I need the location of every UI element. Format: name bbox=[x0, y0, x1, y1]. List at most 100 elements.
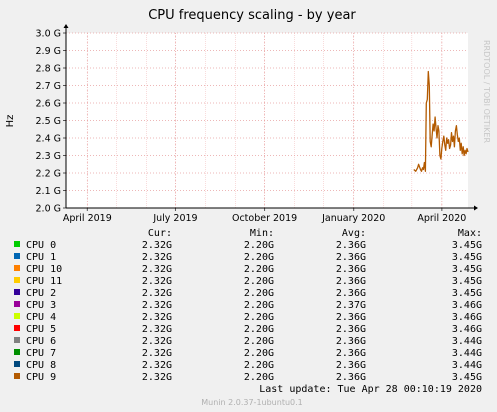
y-tick-label: 2.8 G bbox=[36, 64, 62, 75]
legend-value-cur: 2.32G bbox=[142, 288, 172, 299]
x-tick-label: July 2019 bbox=[152, 213, 197, 224]
legend-column-header: Max: bbox=[458, 228, 482, 239]
legend-value-avg: 2.36G bbox=[336, 372, 366, 383]
y-tick-label: 2.1 G bbox=[36, 186, 62, 197]
legend-value-avg: 2.36G bbox=[336, 312, 366, 323]
y-tick-label: 2.4 G bbox=[36, 134, 62, 145]
legend-swatch bbox=[14, 349, 20, 355]
legend-value-min: 2.20G bbox=[244, 240, 274, 251]
legend-value-avg: 2.36G bbox=[336, 336, 366, 347]
plot-area: 2.0 G 2.1 G 2.2 G 2.3 G 2.4 G 2.5 G 2.6 G 2.7 G… bbox=[36, 24, 478, 224]
series-line bbox=[413, 70, 469, 172]
legend: Cur: Min: Avg: Max: CPU 0 2.32G 2.20G 2.36G 3.4… bbox=[14, 228, 482, 383]
legend-value-max: 3.46G bbox=[452, 312, 482, 323]
legend-series-name: CPU 4 bbox=[26, 312, 56, 323]
x-tick-label: January 2020 bbox=[321, 213, 385, 224]
legend-value-cur: 2.32G bbox=[142, 360, 172, 371]
legend-value-max: 3.46G bbox=[452, 300, 482, 311]
legend-swatch bbox=[14, 313, 20, 319]
legend-value-avg: 2.36G bbox=[336, 324, 366, 335]
legend-value-avg: 2.36G bbox=[336, 252, 366, 263]
legend-swatch bbox=[14, 265, 20, 271]
legend-series-name: CPU 2 bbox=[26, 288, 56, 299]
legend-swatch bbox=[14, 277, 20, 283]
legend-value-min: 2.20G bbox=[244, 348, 274, 359]
legend-value-avg: 2.36G bbox=[336, 288, 366, 299]
y-tick-label: 2.3 G bbox=[36, 151, 62, 162]
legend-series-name: CPU 10 bbox=[26, 264, 62, 275]
legend-swatch bbox=[14, 289, 20, 295]
chart-title: CPU frequency scaling - by year bbox=[148, 8, 356, 23]
legend-header: Cur: Min: Avg: Max: bbox=[148, 228, 482, 239]
x-tick-label: April 2019 bbox=[63, 213, 112, 224]
y-tick-label: 2.2 G bbox=[36, 169, 62, 180]
legend-value-min: 2.20G bbox=[244, 372, 274, 383]
legend-value-min: 2.20G bbox=[244, 252, 274, 263]
legend-value-cur: 2.32G bbox=[142, 276, 172, 287]
legend-value-max: 3.44G bbox=[452, 348, 482, 359]
legend-value-cur: 2.32G bbox=[142, 336, 172, 347]
y-tick-label: 2.0 G bbox=[36, 204, 62, 215]
legend-series-name: CPU 0 bbox=[26, 240, 56, 251]
legend-value-cur: 2.32G bbox=[142, 372, 172, 383]
legend-series-name: CPU 5 bbox=[26, 324, 56, 335]
munin-version-text: Munin 2.0.37-1ubuntu0.1 bbox=[201, 398, 303, 407]
legend-swatch bbox=[14, 325, 20, 331]
y-axis-arrow bbox=[63, 24, 69, 28]
legend-value-max: 3.45G bbox=[452, 264, 482, 275]
legend-series-name: CPU 9 bbox=[26, 372, 56, 383]
y-tick-label: 2.6 G bbox=[36, 99, 62, 110]
legend-value-cur: 2.32G bbox=[142, 324, 172, 335]
legend-value-min: 2.20G bbox=[244, 360, 274, 371]
y-axis-label: Hz bbox=[5, 115, 16, 128]
legend-swatch bbox=[14, 241, 20, 247]
last-update-text: Last update: Tue Apr 28 00:10:19 2020 bbox=[259, 384, 482, 395]
legend-series-name: CPU 6 bbox=[26, 336, 56, 347]
legend-value-max: 3.45G bbox=[452, 252, 482, 263]
legend-column-header: Avg: bbox=[342, 228, 366, 239]
legend-value-min: 2.20G bbox=[244, 312, 274, 323]
y-tick-label: 2.7 G bbox=[36, 81, 62, 92]
legend-swatch bbox=[14, 373, 20, 379]
legend-value-max: 3.45G bbox=[452, 288, 482, 299]
legend-value-max: 3.45G bbox=[452, 276, 482, 287]
legend-value-cur: 2.32G bbox=[142, 252, 172, 263]
legend-swatch bbox=[14, 253, 20, 259]
legend-series-name: CPU 7 bbox=[26, 348, 56, 359]
legend-value-cur: 2.32G bbox=[142, 264, 172, 275]
legend-series-name: CPU 1 bbox=[26, 252, 56, 263]
legend-swatch bbox=[14, 301, 20, 307]
y-tick-label: 2.5 G bbox=[36, 116, 62, 127]
legend-value-avg: 2.37G bbox=[336, 300, 366, 311]
legend-series-name: CPU 3 bbox=[26, 300, 56, 311]
legend-value-min: 2.20G bbox=[244, 324, 274, 335]
legend-value-max: 3.44G bbox=[452, 360, 482, 371]
legend-column-header: Cur: bbox=[148, 228, 172, 239]
legend-value-cur: 2.32G bbox=[142, 240, 172, 251]
legend-value-max: 3.44G bbox=[452, 336, 482, 347]
legend-value-avg: 2.36G bbox=[336, 360, 366, 371]
legend-column-header: Min: bbox=[250, 228, 274, 239]
legend-value-avg: 2.36G bbox=[336, 276, 366, 287]
y-tick-label: 3.0 G bbox=[36, 29, 62, 40]
legend-value-min: 2.20G bbox=[244, 276, 274, 287]
x-tick-label: October 2019 bbox=[232, 213, 297, 224]
legend-value-max: 3.45G bbox=[452, 372, 482, 383]
legend-value-min: 2.20G bbox=[244, 264, 274, 275]
legend-value-max: 3.45G bbox=[452, 240, 482, 251]
legend-value-avg: 2.36G bbox=[336, 348, 366, 359]
rrdtool-watermark: RRDTOOL / TOBI OETIKER bbox=[482, 40, 491, 143]
legend-value-avg: 2.36G bbox=[336, 240, 366, 251]
legend-series-name: CPU 11 bbox=[26, 276, 62, 287]
x-tick-label: April 2020 bbox=[417, 213, 466, 224]
legend-value-cur: 2.32G bbox=[142, 348, 172, 359]
legend-value-max: 3.46G bbox=[452, 324, 482, 335]
legend-value-min: 2.20G bbox=[244, 336, 274, 347]
legend-value-min: 2.20G bbox=[244, 288, 274, 299]
legend-value-min: 2.20G bbox=[244, 300, 274, 311]
legend-series-name: CPU 8 bbox=[26, 360, 56, 371]
y-tick-label: 2.9 G bbox=[36, 46, 62, 57]
legend-swatch bbox=[14, 337, 20, 343]
legend-value-avg: 2.36G bbox=[336, 264, 366, 275]
